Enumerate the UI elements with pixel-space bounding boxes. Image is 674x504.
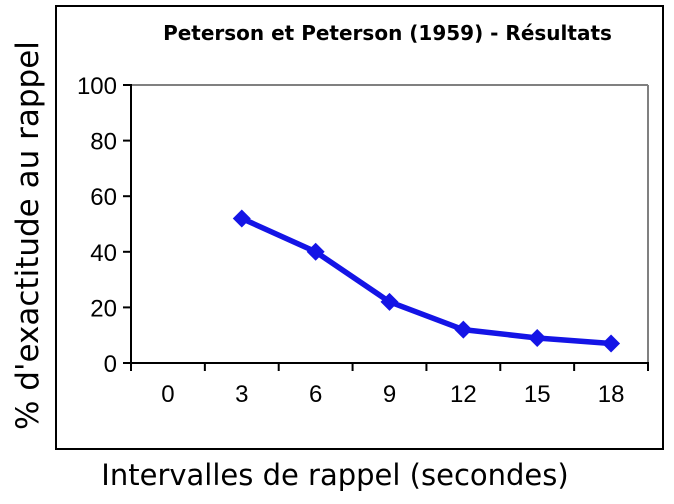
x-tick-label: 15 <box>524 381 551 408</box>
y-tick-label: 20 <box>90 295 117 322</box>
x-axis-title: Intervalles de rappel (secondes) <box>101 458 569 492</box>
data-point-marker <box>602 334 621 353</box>
data-point-marker <box>306 242 325 261</box>
y-tick-label: 100 <box>77 73 117 100</box>
data-point-marker <box>454 320 473 339</box>
y-tick-label: 0 <box>104 351 117 378</box>
x-tick-label: 18 <box>598 381 625 408</box>
x-tick-label: 0 <box>161 381 174 408</box>
x-tick-label: 6 <box>309 381 322 408</box>
chart-title: Peterson et Peterson (1959) - Résultats <box>163 21 612 45</box>
y-tick-label: 40 <box>90 240 117 267</box>
chart-outer-box: Peterson et Peterson (1959) - Résultats <box>55 5 664 450</box>
x-tick-label: 12 <box>450 381 477 408</box>
y-tick-label: 80 <box>90 129 117 156</box>
x-tick-label: 9 <box>383 381 396 408</box>
data-point-marker <box>380 292 399 311</box>
series-line <box>239 215 614 347</box>
data-point-marker <box>528 328 547 347</box>
data-point-marker <box>232 209 251 228</box>
x-tick-label: 3 <box>235 381 248 408</box>
y-tick-label: 60 <box>90 184 117 211</box>
